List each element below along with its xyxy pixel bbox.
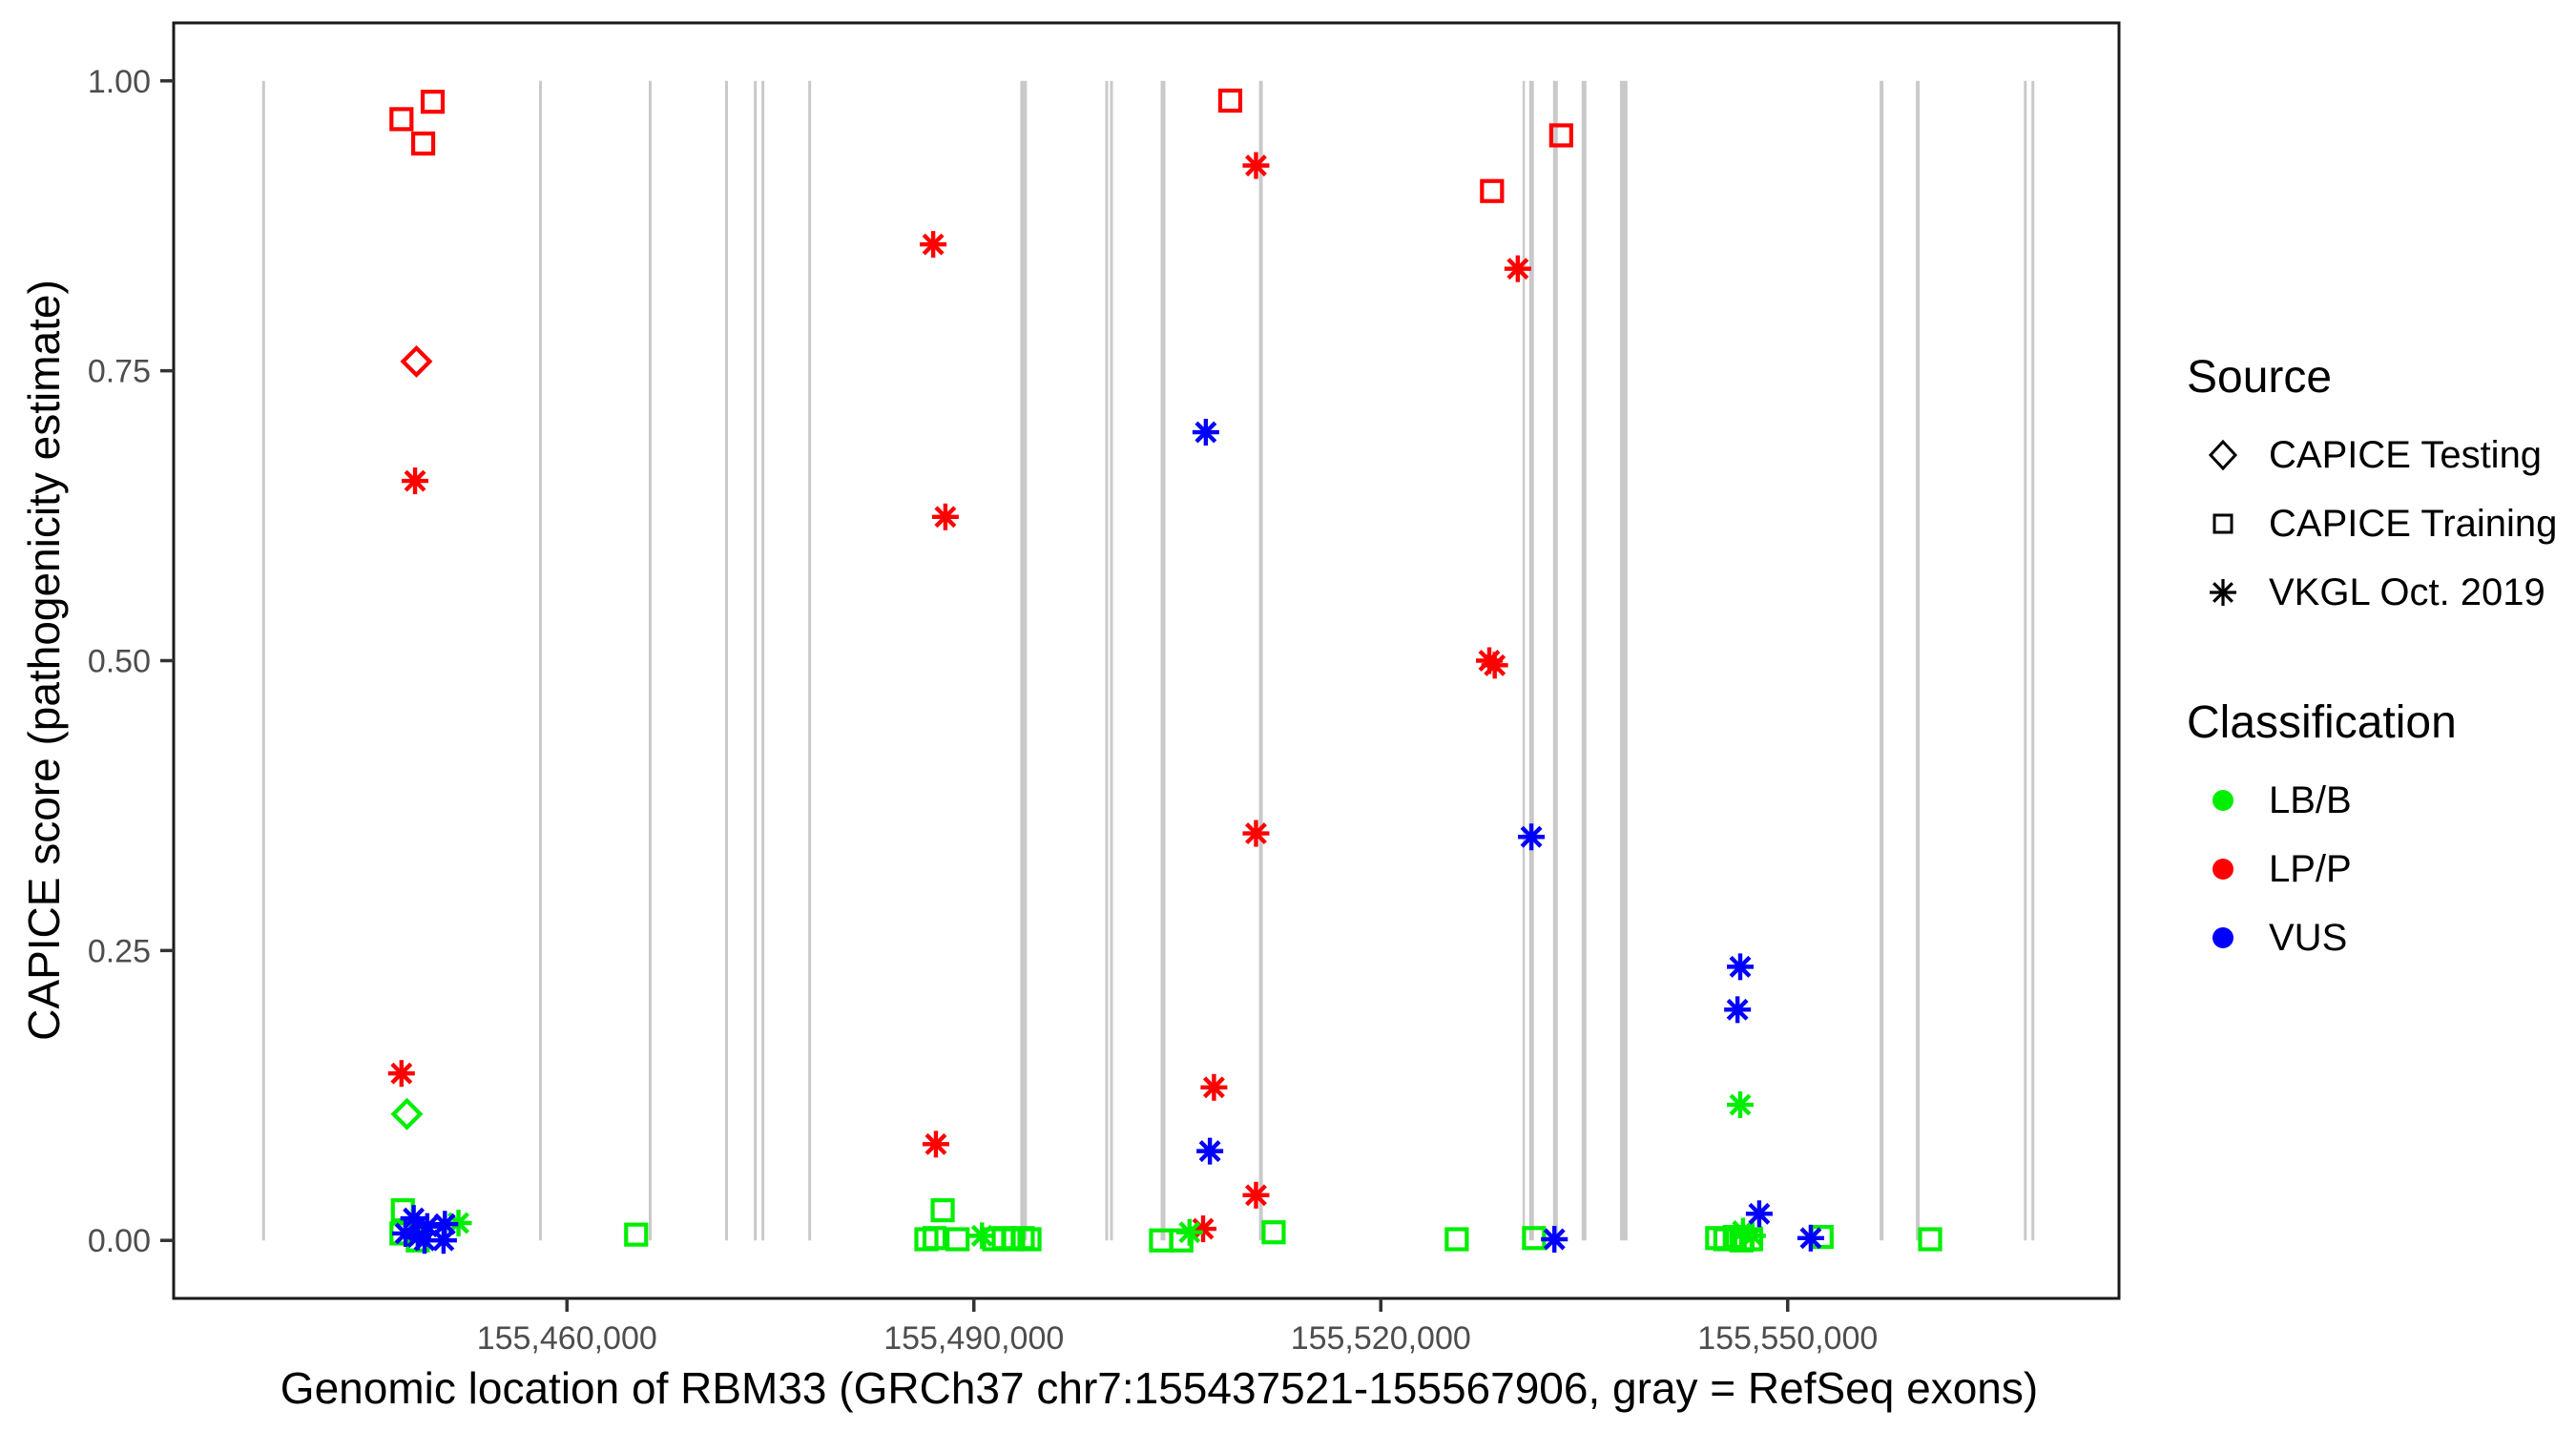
data-point-asterisk: [1729, 1217, 1756, 1245]
exon-line: [2031, 80, 2035, 1241]
data-point-asterisk: [968, 1222, 996, 1250]
exon-line: [761, 80, 765, 1241]
data-point-asterisk: [1541, 1226, 1568, 1254]
exon-line: [1258, 80, 1263, 1241]
data-point-square: [1444, 1227, 1469, 1252]
data-point-asterisk: [429, 1227, 457, 1255]
legend-source: Source CAPICE Testing CAPICE Training: [2187, 351, 2557, 627]
legend-classification-title: Classification: [2187, 697, 2457, 748]
dot-icon: [2212, 790, 2233, 811]
data-point-asterisk: [1242, 819, 1270, 847]
data-point-square: [410, 131, 436, 156]
exon-line: [1160, 80, 1166, 1241]
exon-line: [1581, 80, 1587, 1241]
data-point-square: [420, 90, 446, 114]
data-point-square: [1017, 1227, 1042, 1252]
legend-item-label: LB/B: [2269, 778, 2352, 821]
legend-item-vus: VUS: [2187, 903, 2457, 972]
legend-item-vkgl: VKGL Oct. 2019: [2187, 558, 2557, 627]
exon-line: [1020, 80, 1028, 1241]
exon-line: [1619, 80, 1628, 1241]
data-point-asterisk: [1242, 1181, 1270, 1209]
x-axis-title: Genomic location of RBM33 (GRCh37 chr7:1…: [280, 1363, 2039, 1413]
y-axis-tick-label: 0.50: [88, 644, 151, 680]
exon-line: [1916, 80, 1921, 1241]
y-axis-title: CAPICE score (pathogenicity estimate): [19, 280, 69, 1041]
legend-item-label: CAPICE Testing: [2269, 433, 2543, 476]
asterisk-icon: [2210, 579, 2236, 606]
legend-item-label: VUS: [2269, 916, 2348, 959]
exon-line: [1105, 80, 1109, 1241]
data-point-asterisk: [1726, 953, 1754, 981]
data-point-asterisk: [931, 503, 959, 530]
data-point-square: [1548, 123, 1573, 148]
data-point-square: [1261, 1220, 1286, 1245]
legend-item-label: VKGL Oct. 2019: [2269, 570, 2545, 613]
data-point-asterisk: [404, 1223, 431, 1251]
data-point-square: [1480, 178, 1505, 203]
x-axis-tick-label: 155,490,000: [883, 1320, 1064, 1357]
legend-item-label: LP/P: [2269, 847, 2352, 890]
x-axis-tick-label: 155,460,000: [477, 1320, 657, 1357]
data-point-asterisk: [387, 1060, 415, 1088]
exon-line: [1552, 80, 1558, 1241]
exon-line: [808, 80, 812, 1241]
exon-line: [1528, 80, 1534, 1241]
data-point-asterisk: [1175, 1218, 1203, 1246]
data-point-square: [1217, 88, 1243, 114]
data-point-square: [624, 1222, 649, 1247]
exon-line: [725, 80, 729, 1241]
legend-source-title: Source: [2187, 352, 2333, 403]
exon-line: [648, 80, 652, 1241]
exon-line: [754, 80, 758, 1241]
legend-item-label: CAPICE Training: [2269, 502, 2558, 545]
panel-border: [172, 21, 2121, 1300]
data-point-square: [389, 107, 414, 132]
data-point-asterisk: [1504, 255, 1531, 282]
dot-icon: [2212, 859, 2233, 880]
data-point-asterisk: [1726, 1091, 1754, 1119]
exon-line: [1522, 80, 1526, 1241]
data-point-diamond: [390, 1097, 424, 1130]
data-point-asterisk: [1745, 1200, 1773, 1228]
dot-icon: [2212, 927, 2233, 948]
data-point-square: [922, 1226, 947, 1251]
exon-line: [261, 80, 265, 1241]
legend-classification: Classification LB/B LP/P VUS: [2187, 696, 2457, 972]
data-point-asterisk: [1724, 996, 1752, 1024]
data-point-asterisk: [1200, 1073, 1228, 1101]
x-axis-tick-label: 155,520,000: [1291, 1320, 1471, 1357]
y-axis-tick-label: 0.25: [88, 933, 151, 969]
exon-line: [2024, 80, 2027, 1241]
data-point-asterisk: [920, 231, 947, 259]
y-axis-tick-label: 1.00: [88, 64, 151, 100]
exon-line: [1110, 80, 1113, 1241]
data-point-asterisk: [922, 1130, 949, 1158]
data-point-asterisk: [1518, 823, 1546, 851]
data-point-asterisk: [1797, 1224, 1824, 1252]
data-point-square: [945, 1227, 970, 1252]
data-point-asterisk: [1196, 1137, 1224, 1165]
data-point-asterisk: [1192, 419, 1219, 446]
data-point-square: [1918, 1227, 1942, 1252]
data-point-asterisk: [402, 467, 429, 495]
exon-line: [538, 80, 542, 1241]
legend-item-lbb: LB/B: [2187, 766, 2457, 835]
data-point-asterisk: [1481, 652, 1508, 679]
legend-item-capice-testing: CAPICE Testing: [2187, 421, 2557, 489]
y-axis-tick-label: 0.00: [88, 1223, 151, 1259]
square-icon: [2212, 513, 2233, 534]
legend-item-capice-training: CAPICE Training: [2187, 489, 2557, 558]
data-point-diamond: [400, 344, 433, 378]
data-point-square: [930, 1198, 955, 1223]
y-axis-tick-label: 0.75: [88, 354, 151, 390]
x-axis-tick-label: 155,550,000: [1697, 1320, 1878, 1357]
diamond-icon: [2208, 439, 2238, 471]
legend-item-lpp: LP/P: [2187, 835, 2457, 903]
exon-line: [1880, 80, 1884, 1241]
data-point-asterisk: [1242, 152, 1270, 179]
